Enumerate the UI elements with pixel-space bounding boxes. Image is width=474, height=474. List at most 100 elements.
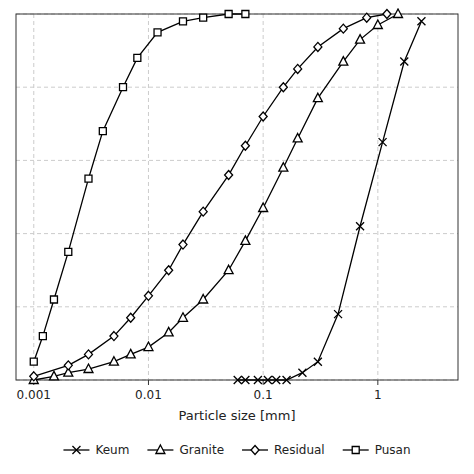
legend-item: Pusan xyxy=(343,443,411,457)
data-point xyxy=(39,333,46,340)
x-tick-label: 0.1 xyxy=(254,388,273,402)
data-point xyxy=(314,42,322,51)
plot-frame xyxy=(16,14,458,380)
data-area xyxy=(29,9,425,384)
legend-marker xyxy=(156,445,165,454)
legend-item: Granite xyxy=(147,443,224,457)
data-point xyxy=(394,9,403,18)
legend-marker xyxy=(352,447,359,454)
data-point xyxy=(165,266,173,275)
data-point xyxy=(30,372,38,381)
data-point xyxy=(417,17,425,25)
data-point xyxy=(144,291,152,300)
series-line xyxy=(238,21,422,380)
series-line xyxy=(34,14,387,376)
data-point xyxy=(126,349,135,358)
data-point xyxy=(259,203,268,212)
data-point xyxy=(109,357,118,366)
data-point xyxy=(298,369,306,377)
legend-label: Residual xyxy=(274,443,325,457)
data-point xyxy=(200,14,207,21)
legend-label: Keum xyxy=(95,443,129,457)
data-point xyxy=(164,327,173,336)
x-tick xyxy=(263,380,264,385)
series xyxy=(30,11,249,366)
legend-item: Keum xyxy=(63,443,129,457)
data-point xyxy=(99,128,106,135)
x-tick-label: 0.001 xyxy=(17,388,51,402)
data-point xyxy=(134,54,141,61)
data-point xyxy=(356,35,365,44)
data-point xyxy=(49,371,58,380)
data-point xyxy=(50,296,57,303)
x-tick-label: 0.01 xyxy=(135,388,162,402)
data-point xyxy=(383,10,391,19)
data-point xyxy=(30,358,37,365)
y-grid-line xyxy=(16,306,458,307)
series-line xyxy=(34,14,398,380)
data-point xyxy=(199,207,207,216)
data-point xyxy=(64,361,72,370)
data-point xyxy=(179,18,186,25)
data-point xyxy=(110,332,118,341)
data-point xyxy=(179,240,187,249)
data-point xyxy=(313,93,322,102)
data-point xyxy=(120,84,127,91)
x-axis-label: Particle size [mm] xyxy=(179,408,296,423)
series xyxy=(30,10,391,381)
data-point xyxy=(339,24,347,33)
x-grid-line xyxy=(377,14,378,380)
data-point xyxy=(264,376,272,384)
data-point xyxy=(178,313,187,322)
legend: Keum Granite Residual Pusan xyxy=(63,443,410,457)
data-point xyxy=(234,376,242,384)
series xyxy=(234,17,426,384)
y-grid-line xyxy=(16,233,458,234)
data-point xyxy=(379,138,387,146)
data-point xyxy=(339,57,348,66)
series-line xyxy=(34,14,246,362)
x-tick-label: 1 xyxy=(374,388,382,402)
x-grid-line xyxy=(263,14,264,380)
legend-label: Pusan xyxy=(375,443,411,457)
data-point xyxy=(279,83,287,92)
y-grid-line xyxy=(16,87,458,88)
legend-label: Granite xyxy=(179,443,224,457)
data-point xyxy=(225,11,232,18)
data-point xyxy=(356,222,364,230)
data-point xyxy=(241,141,249,150)
data-point xyxy=(84,364,93,373)
data-point xyxy=(154,29,161,36)
data-point xyxy=(314,358,322,366)
data-point xyxy=(283,376,291,384)
x-grid-line xyxy=(33,14,34,380)
data-point xyxy=(293,133,302,142)
data-point xyxy=(279,163,288,172)
data-point xyxy=(84,350,92,359)
data-point xyxy=(65,248,72,255)
data-point xyxy=(85,175,92,182)
grid xyxy=(16,14,458,380)
data-point xyxy=(294,64,302,73)
x-tick xyxy=(377,380,378,385)
data-point xyxy=(199,294,208,303)
legend-marker xyxy=(72,446,80,454)
data-point xyxy=(259,112,267,121)
x-grid-line xyxy=(148,14,149,380)
x-tick xyxy=(148,380,149,385)
data-point xyxy=(400,58,408,66)
data-point xyxy=(224,265,233,274)
chart: 0.001 0.01 0.1 1 Particle size [mm] Keum Grani… xyxy=(0,0,474,474)
data-point xyxy=(334,310,342,318)
data-point xyxy=(363,13,371,22)
data-point xyxy=(373,20,382,29)
data-point xyxy=(241,376,249,384)
data-point xyxy=(254,376,262,384)
legend-marker xyxy=(251,446,259,455)
data-point xyxy=(272,376,280,384)
data-point xyxy=(144,342,153,351)
data-point xyxy=(241,236,250,245)
data-point xyxy=(225,171,233,180)
data-point xyxy=(127,313,135,322)
data-point xyxy=(242,11,249,18)
